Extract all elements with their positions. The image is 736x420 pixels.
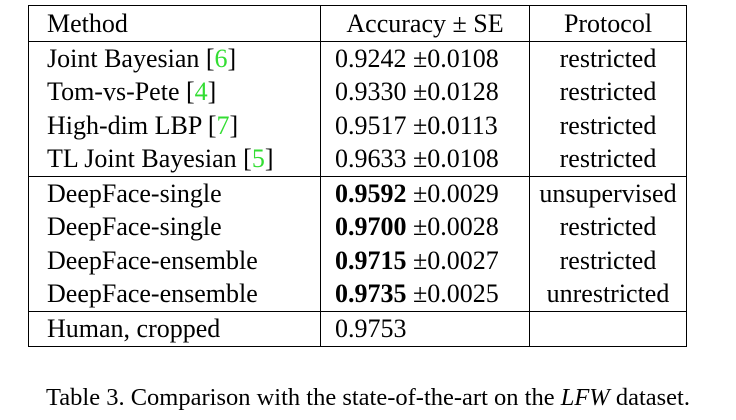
cell-accuracy: 0.9633 ±0.0108	[320, 142, 530, 177]
table-row: Joint Bayesian [6] 0.9242 ±0.0108 restrict…	[28, 41, 687, 76]
cell-protocol: restricted	[529, 244, 687, 278]
accuracy-value: 0.9517	[335, 110, 407, 140]
cell-method: Tom-vs-Pete [4]	[28, 75, 321, 109]
table-row: TL Joint Bayesian [5] 0.9633 ±0.0108 restr…	[28, 142, 687, 177]
caption-prefix: Table 3. Comparison with the state-of-th…	[46, 384, 561, 411]
standard-error-value: ±0.0028	[413, 212, 499, 242]
method-name: DeepFace-single	[47, 212, 222, 242]
cell-accuracy: 0.9700 ±0.0028	[320, 210, 530, 244]
standard-error-value: ±0.0108	[413, 43, 499, 73]
cell-accuracy: 0.9592 ±0.0029	[320, 176, 530, 211]
cell-protocol	[529, 311, 687, 347]
cell-accuracy: 0.9330 ±0.0128	[320, 75, 530, 109]
accuracy-value: 0.9592	[335, 178, 407, 208]
standard-error-value: ±0.0128	[413, 77, 499, 107]
standard-error-value: ±0.0113	[413, 110, 498, 140]
cell-protocol: restricted	[529, 109, 687, 143]
accuracy-value: 0.9633	[335, 144, 407, 174]
cell-accuracy: 0.9715 ±0.0027	[320, 244, 530, 278]
method-name: Tom-vs-Pete	[47, 77, 180, 107]
accuracy-value: 0.9242	[335, 43, 407, 73]
cell-accuracy: 0.9242 ±0.0108	[320, 41, 530, 76]
accuracy-value: 0.9753	[335, 313, 407, 343]
cell-method: Joint Bayesian [6]	[28, 41, 321, 76]
cell-protocol: restricted	[529, 210, 687, 244]
standard-error-value: ±0.0027	[413, 245, 499, 275]
citation-link[interactable]: 6	[214, 43, 228, 73]
caption-dataset-name: LFW	[560, 384, 610, 411]
table-row: Tom-vs-Pete [4] 0.9330 ±0.0128 restricted	[28, 75, 687, 109]
standard-error-value: ±0.0025	[413, 279, 499, 309]
accuracy-value: 0.9330	[335, 77, 407, 107]
cell-method: DeepFace-single	[28, 176, 321, 211]
table-row: DeepFace-single 0.9700 ±0.0028 restricted	[28, 210, 687, 244]
table-row: High-dim LBP [7] 0.9517 ±0.0113 restricted	[28, 109, 687, 143]
method-name: Human, cropped	[47, 313, 221, 343]
cell-protocol: restricted	[529, 142, 687, 177]
caption-suffix: dataset.	[609, 384, 690, 411]
table-row: Human, cropped 0.9753	[28, 311, 687, 347]
standard-error-value: ±0.0029	[413, 178, 499, 208]
accuracy-value: 0.9715	[335, 245, 407, 275]
cell-protocol: unsupervised	[529, 176, 687, 211]
cell-accuracy: 0.9753	[320, 311, 530, 347]
cell-protocol: restricted	[529, 75, 687, 109]
method-name: DeepFace-ensemble	[47, 245, 258, 275]
cell-accuracy: 0.9735 ±0.0025	[320, 277, 530, 312]
standard-error-value: ±0.0108	[413, 144, 499, 174]
header-protocol: Protocol	[529, 5, 687, 42]
method-name: DeepFace-ensemble	[47, 279, 258, 309]
table-row: DeepFace-ensemble 0.9715 ±0.0027 restricte…	[28, 244, 687, 278]
cell-method: DeepFace-single	[28, 210, 321, 244]
table-body: Joint Bayesian [6] 0.9242 ±0.0108 restrict…	[28, 41, 687, 347]
cell-method: TL Joint Bayesian [5]	[28, 142, 321, 177]
cell-method: DeepFace-ensemble	[28, 277, 321, 312]
cell-method: Human, cropped	[28, 311, 321, 347]
table-caption: Table 3. Comparison with the state-of-th…	[0, 384, 736, 412]
accuracy-value: 0.9735	[335, 279, 407, 309]
method-name: DeepFace-single	[47, 178, 222, 208]
citation-link[interactable]: 5	[251, 144, 265, 174]
cell-protocol: unrestricted	[529, 277, 687, 312]
method-name: Joint Bayesian	[47, 43, 200, 73]
header-accuracy: Accuracy ± SE	[320, 5, 530, 42]
cell-protocol: restricted	[529, 41, 687, 76]
table-header-row: Method Accuracy ± SE Protocol	[28, 5, 687, 42]
table-row: DeepFace-single 0.9592 ±0.0029 unsupervise…	[28, 176, 687, 211]
method-name: TL Joint Bayesian	[47, 144, 237, 174]
comparison-table: Method Accuracy ± SE Protocol Joint Baye…	[28, 5, 687, 347]
method-name: High-dim LBP	[47, 110, 202, 140]
cell-accuracy: 0.9517 ±0.0113	[320, 109, 530, 143]
cell-method: DeepFace-ensemble	[28, 244, 321, 278]
table-row: DeepFace-ensemble 0.9735 ±0.0025 unrestric…	[28, 277, 687, 312]
header-method: Method	[28, 5, 321, 42]
citation-link[interactable]: 4	[194, 77, 208, 107]
cell-method: High-dim LBP [7]	[28, 109, 321, 143]
citation-link[interactable]: 7	[216, 110, 230, 140]
accuracy-value: 0.9700	[335, 212, 407, 242]
